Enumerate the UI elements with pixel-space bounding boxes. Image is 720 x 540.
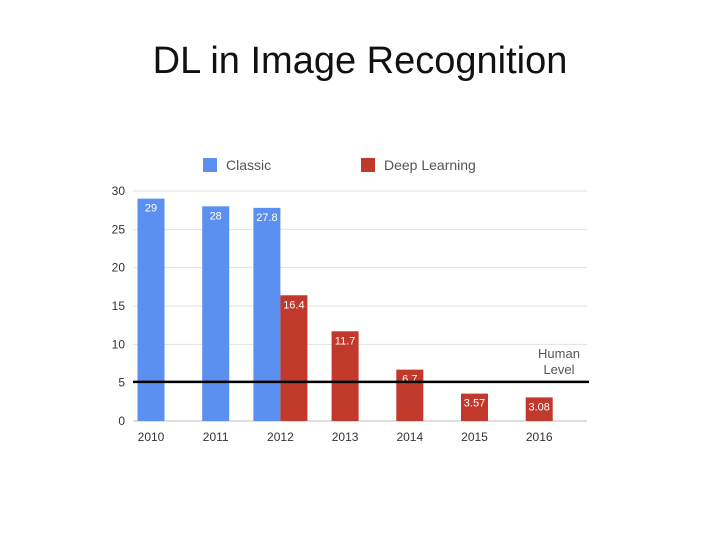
reference-line-label: Level [543,362,574,377]
y-tick-label: 15 [112,299,126,313]
legend-swatch-deep-learning [361,158,375,172]
bar-deep-learning [461,393,488,421]
x-tick-label: 2016 [526,430,553,444]
bar-deep-learning [280,295,308,421]
y-tick-label: 20 [112,261,126,275]
data-label: 3.08 [528,401,549,413]
data-label: 29 [145,203,157,215]
y-tick-label: 30 [112,184,126,198]
legend: Classic Deep Learning [203,157,476,173]
bar-deep-learning [331,331,359,421]
data-label: 3.57 [464,398,485,410]
gridlines [133,190,587,422]
bar-deep-learning [525,397,553,421]
legend-label-classic: Classic [226,157,271,173]
y-tick-label: 25 [112,222,126,236]
x-tick-label: 2013 [332,430,359,444]
data-label: 6.7 [402,374,417,386]
x-tick-label: 2015 [461,430,488,444]
legend-label-deep-learning: Deep Learning [384,157,476,173]
data-label: 28 [210,210,222,222]
x-tick-label: 2011 [203,430,229,444]
x-tick-label: 2014 [396,430,423,444]
y-axis-ticks: 0 5 10 15 20 25 30 [112,184,126,428]
bar-classic [137,198,165,421]
data-label: 27.8 [256,212,277,224]
legend-swatch-classic [203,158,217,172]
bar-deep-learning [396,369,424,421]
page-title: DL in Image Recognition [152,40,568,82]
bars [137,198,553,421]
y-tick-label: 10 [112,337,126,351]
reference-line-label: Human [538,346,580,361]
x-axis-ticks: 2010 2011 2012 2013 2014 2015 2016 [138,430,553,444]
bar-classic [202,206,230,421]
data-label: 11.7 [335,335,356,347]
bar-classic [253,207,281,421]
x-tick-label: 2010 [138,430,165,444]
y-tick-label: 0 [118,414,125,428]
data-label: 16.4 [283,299,304,311]
y-tick-label: 5 [118,376,125,390]
x-tick-label: 2012 [267,430,294,444]
